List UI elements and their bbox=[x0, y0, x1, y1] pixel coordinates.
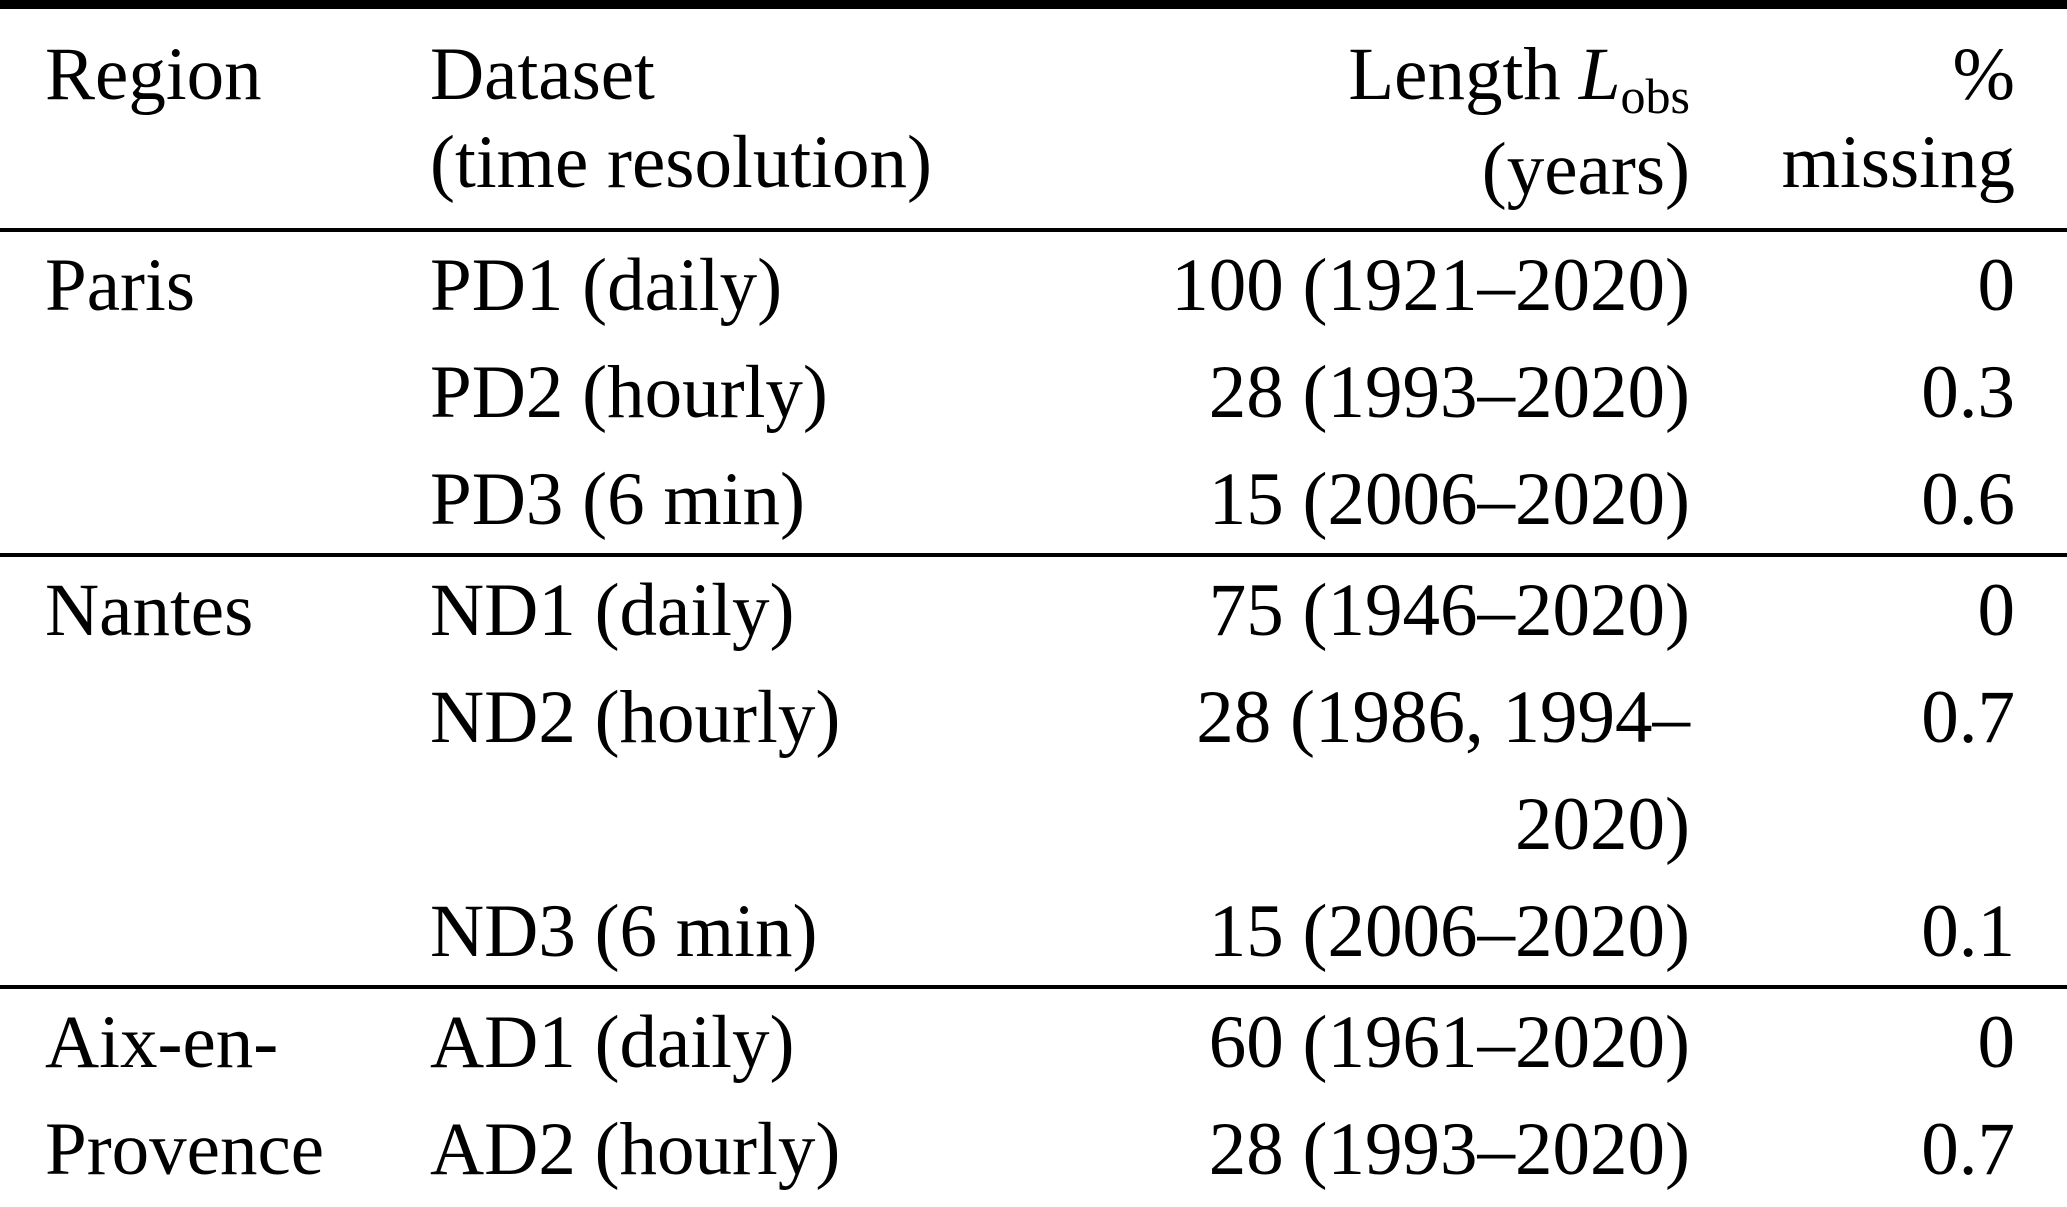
dataset-cell: ND1 (daily) bbox=[430, 569, 795, 652]
missing-cell: 0.7 bbox=[1921, 1108, 2015, 1191]
region-cell: Nantes bbox=[45, 569, 254, 652]
header-length-line2: (years) bbox=[1481, 128, 1690, 211]
length-cell: 15 (2006–2020) bbox=[1208, 890, 1690, 973]
length-cell: 28 (1993–2020) bbox=[1208, 1108, 1690, 1191]
length-cell: 15 (2006–2020) bbox=[1208, 458, 1690, 541]
dataset-cell: PD3 (6 min) bbox=[430, 458, 805, 541]
length-cell: 28 (1986, 1994–2020) bbox=[1196, 676, 1690, 866]
header-row: Region Dataset (time resolution) Length L… bbox=[0, 5, 2067, 231]
region-cell: Aix-en-Provence bbox=[45, 1001, 325, 1191]
missing-cell: 0 bbox=[1977, 244, 2016, 327]
header-length-word: Length bbox=[1348, 33, 1561, 116]
header-dataset: Dataset (time resolution) bbox=[385, 5, 1030, 231]
table-row: PD2 (hourly) 28 (1993–2020) 0.3 bbox=[0, 339, 2067, 446]
length-cell: 100 (1921–2020) bbox=[1171, 244, 1690, 327]
dataset-cell: AD1 (daily) bbox=[430, 1001, 795, 1084]
length-cell: 60 (1961–2020) bbox=[1208, 1001, 1690, 1084]
dataset-cell: ND2 (hourly) bbox=[430, 676, 841, 759]
dataset-cell: AD3 (6 min) bbox=[385, 1203, 1030, 1207]
missing-cell: 0 bbox=[1977, 1001, 2016, 1084]
header-dataset-line2: (time resolution) bbox=[430, 121, 932, 204]
missing-cell: 0.17 bbox=[1690, 1203, 2067, 1207]
header-length-variable: L bbox=[1578, 33, 1621, 116]
header-dataset-line1: Dataset bbox=[430, 33, 655, 116]
header-region-label: Region bbox=[45, 33, 262, 116]
table-row: ND3 (6 min) 15 (2006–2020) 0.1 bbox=[0, 878, 2067, 987]
length-cell: 15 (2006–2020) bbox=[1030, 1203, 1690, 1207]
dataset-cell: ND3 (6 min) bbox=[430, 890, 818, 973]
header-length-line1: Length Lobs bbox=[1030, 31, 1690, 126]
header-length-subscript: obs bbox=[1620, 68, 1690, 124]
dataset-cell: PD2 (hourly) bbox=[430, 351, 828, 434]
length-cell: 75 (1946–2020) bbox=[1208, 569, 1690, 652]
header-region: Region bbox=[0, 5, 385, 231]
table-row: Nantes ND1 (daily) 75 (1946–2020) 0 bbox=[0, 555, 2067, 664]
region-group-nantes: Nantes ND1 (daily) 75 (1946–2020) 0 ND2 … bbox=[0, 555, 2067, 987]
missing-cell: 0.6 bbox=[1921, 458, 2015, 541]
table-header: Region Dataset (time resolution) Length L… bbox=[0, 5, 2067, 231]
missing-cell: 0.3 bbox=[1921, 351, 2015, 434]
dataset-cell: AD2 (hourly) bbox=[430, 1108, 841, 1191]
missing-cell: 0.1 bbox=[1921, 890, 2015, 973]
table-row: PD3 (6 min) 15 (2006–2020) 0.6 bbox=[0, 446, 2067, 555]
header-percent-sign: % bbox=[1952, 33, 2015, 116]
header-missing-label: missing bbox=[1781, 121, 2015, 204]
region-cell: Paris bbox=[45, 244, 195, 327]
header-length: Length Lobs (years) bbox=[1030, 5, 1690, 231]
table-row: Aix-en-Provence AD1 (daily) 60 (1961–202… bbox=[0, 987, 2067, 1191]
missing-cell: 0 bbox=[1977, 569, 2016, 652]
missing-cell: 0.7 bbox=[1921, 676, 2015, 759]
region-group-aix-en-provence: Aix-en-Provence AD1 (daily) 60 (1961–202… bbox=[0, 987, 2067, 1207]
table-row: AD2 (hourly) 28 (1993–2020) 0.7 bbox=[0, 1096, 2067, 1203]
header-missing: % missing bbox=[1690, 5, 2067, 231]
region-group-paris: Paris PD1 (daily) 100 (1921–2020) 0 PD2 … bbox=[0, 230, 2067, 555]
table-row: Paris PD1 (daily) 100 (1921–2020) 0 bbox=[0, 230, 2067, 339]
length-cell: 28 (1993–2020) bbox=[1208, 351, 1690, 434]
table-row: ND2 (hourly) 28 (1986, 1994–2020) 0.7 bbox=[0, 664, 2067, 878]
dataset-cell: PD1 (daily) bbox=[430, 244, 783, 327]
